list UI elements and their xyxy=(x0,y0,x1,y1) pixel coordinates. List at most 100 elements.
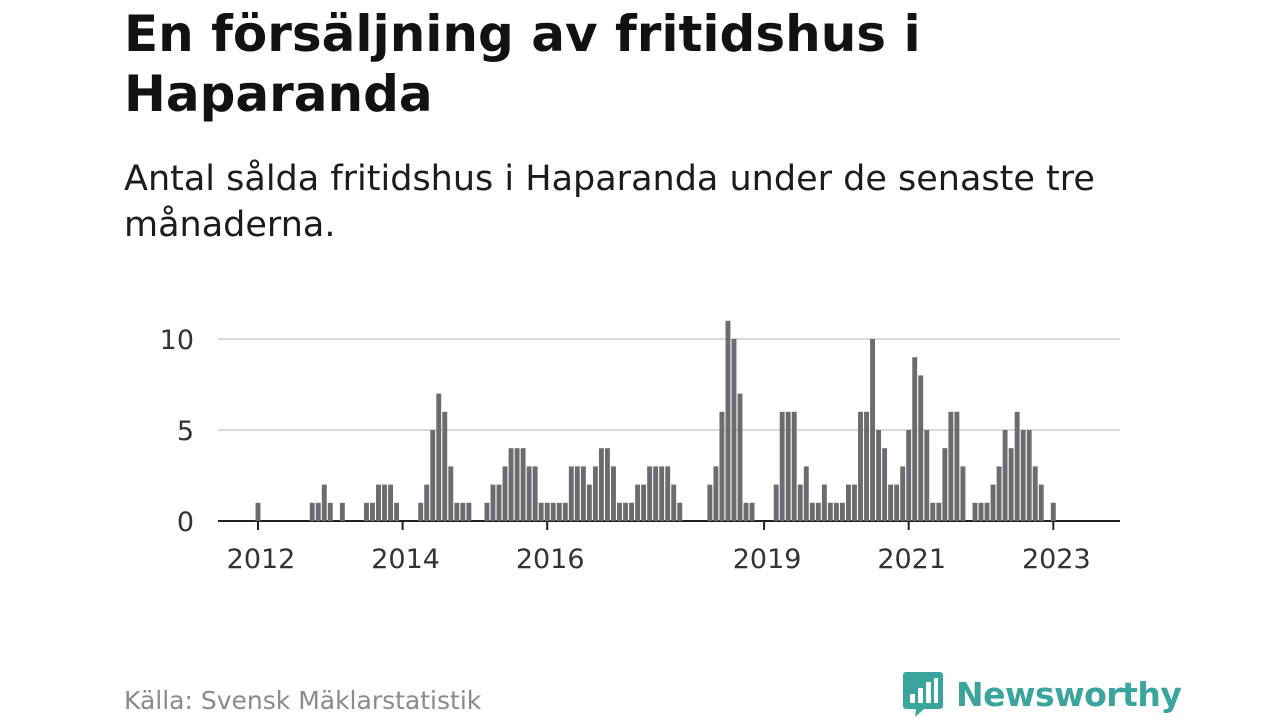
source-note: Källa: Svensk Mäklarstatistik xyxy=(124,686,482,715)
y-tick-label: 0 xyxy=(177,507,194,538)
bar xyxy=(900,466,906,521)
bar xyxy=(876,430,882,521)
bar xyxy=(514,448,520,521)
bar xyxy=(749,502,755,521)
x-tick-label: 2012 xyxy=(227,544,296,575)
bar xyxy=(737,393,743,521)
bar xyxy=(671,484,677,521)
bar xyxy=(460,502,466,521)
bar xyxy=(864,411,869,521)
bar xyxy=(556,502,562,521)
bar xyxy=(725,320,731,521)
bar xyxy=(665,466,671,521)
bar xyxy=(418,502,424,521)
bar xyxy=(574,466,580,521)
bar xyxy=(653,466,659,521)
bar xyxy=(894,484,900,521)
bar xyxy=(912,357,918,521)
bar xyxy=(641,484,647,521)
bar xyxy=(327,502,333,521)
newsworthy-logo: Newsworthy xyxy=(902,670,1182,718)
bar xyxy=(370,502,375,521)
x-tick-label: 2019 xyxy=(733,544,802,575)
bar xyxy=(1008,448,1014,521)
x-tick-label: 2016 xyxy=(516,544,585,575)
bar xyxy=(978,502,984,521)
bar xyxy=(906,430,912,521)
bar xyxy=(942,448,948,521)
bar xyxy=(882,448,888,521)
bar xyxy=(635,484,641,521)
bar xyxy=(936,502,942,521)
bar xyxy=(496,484,502,521)
bar xyxy=(394,502,400,521)
bar xyxy=(990,484,996,521)
bar xyxy=(1020,430,1026,521)
bar xyxy=(568,466,574,521)
bar xyxy=(797,484,803,521)
bar xyxy=(785,411,791,521)
bar xyxy=(870,339,875,521)
bar xyxy=(659,466,665,521)
bar xyxy=(430,430,436,521)
chart-title: En försäljning av fritidshus i Haparanda xyxy=(124,5,921,123)
bar xyxy=(719,411,725,521)
bar-chart: 0 5 10 2012 2014 2016 2019 2021 2023 1 xyxy=(160,0,1120,575)
bar xyxy=(677,502,683,521)
bar xyxy=(520,448,526,521)
bar xyxy=(918,375,924,521)
bar xyxy=(791,411,797,521)
bar xyxy=(502,466,508,521)
bar xyxy=(436,393,442,521)
bar xyxy=(815,502,821,521)
bar xyxy=(364,502,369,521)
highlight-value-label: 1 xyxy=(1057,0,1074,7)
bar xyxy=(948,411,954,521)
bar xyxy=(315,502,321,521)
bar xyxy=(972,502,978,521)
bar xyxy=(586,484,592,521)
bar xyxy=(984,502,990,521)
bar xyxy=(1032,466,1038,521)
bar xyxy=(713,466,719,521)
bar xyxy=(424,484,430,521)
bar xyxy=(809,502,815,521)
bar xyxy=(852,484,857,521)
bar xyxy=(526,466,532,521)
bar xyxy=(821,484,827,521)
bar xyxy=(731,339,737,521)
bar xyxy=(743,502,749,521)
chart-subtitle: Antal sålda fritidshus i Haparanda under… xyxy=(124,159,1095,245)
bar xyxy=(454,502,460,521)
bar xyxy=(490,484,496,521)
bar xyxy=(1002,430,1008,521)
bar xyxy=(1038,484,1044,521)
bar xyxy=(580,466,586,521)
bar xyxy=(592,466,598,521)
bar xyxy=(605,448,610,521)
bar xyxy=(827,502,833,521)
x-tick-label: 2014 xyxy=(371,544,440,575)
bar xyxy=(550,502,556,521)
bar xyxy=(858,411,863,521)
bar xyxy=(1014,411,1020,521)
bar xyxy=(617,502,622,521)
bar xyxy=(538,502,544,521)
bar xyxy=(629,502,634,521)
bar xyxy=(954,411,960,521)
bar xyxy=(442,411,448,521)
bar xyxy=(930,502,936,521)
newsworthy-chart-bubble-icon xyxy=(903,672,943,717)
bar xyxy=(309,502,315,521)
bar xyxy=(846,484,851,521)
bar xyxy=(376,484,381,521)
bar xyxy=(321,484,327,521)
bar xyxy=(562,502,568,521)
y-tick-label: 5 xyxy=(177,416,194,447)
bar xyxy=(803,466,809,521)
bar xyxy=(598,448,604,521)
bar xyxy=(623,502,628,521)
bar xyxy=(508,448,514,521)
bar xyxy=(339,502,345,521)
bar xyxy=(611,466,616,521)
